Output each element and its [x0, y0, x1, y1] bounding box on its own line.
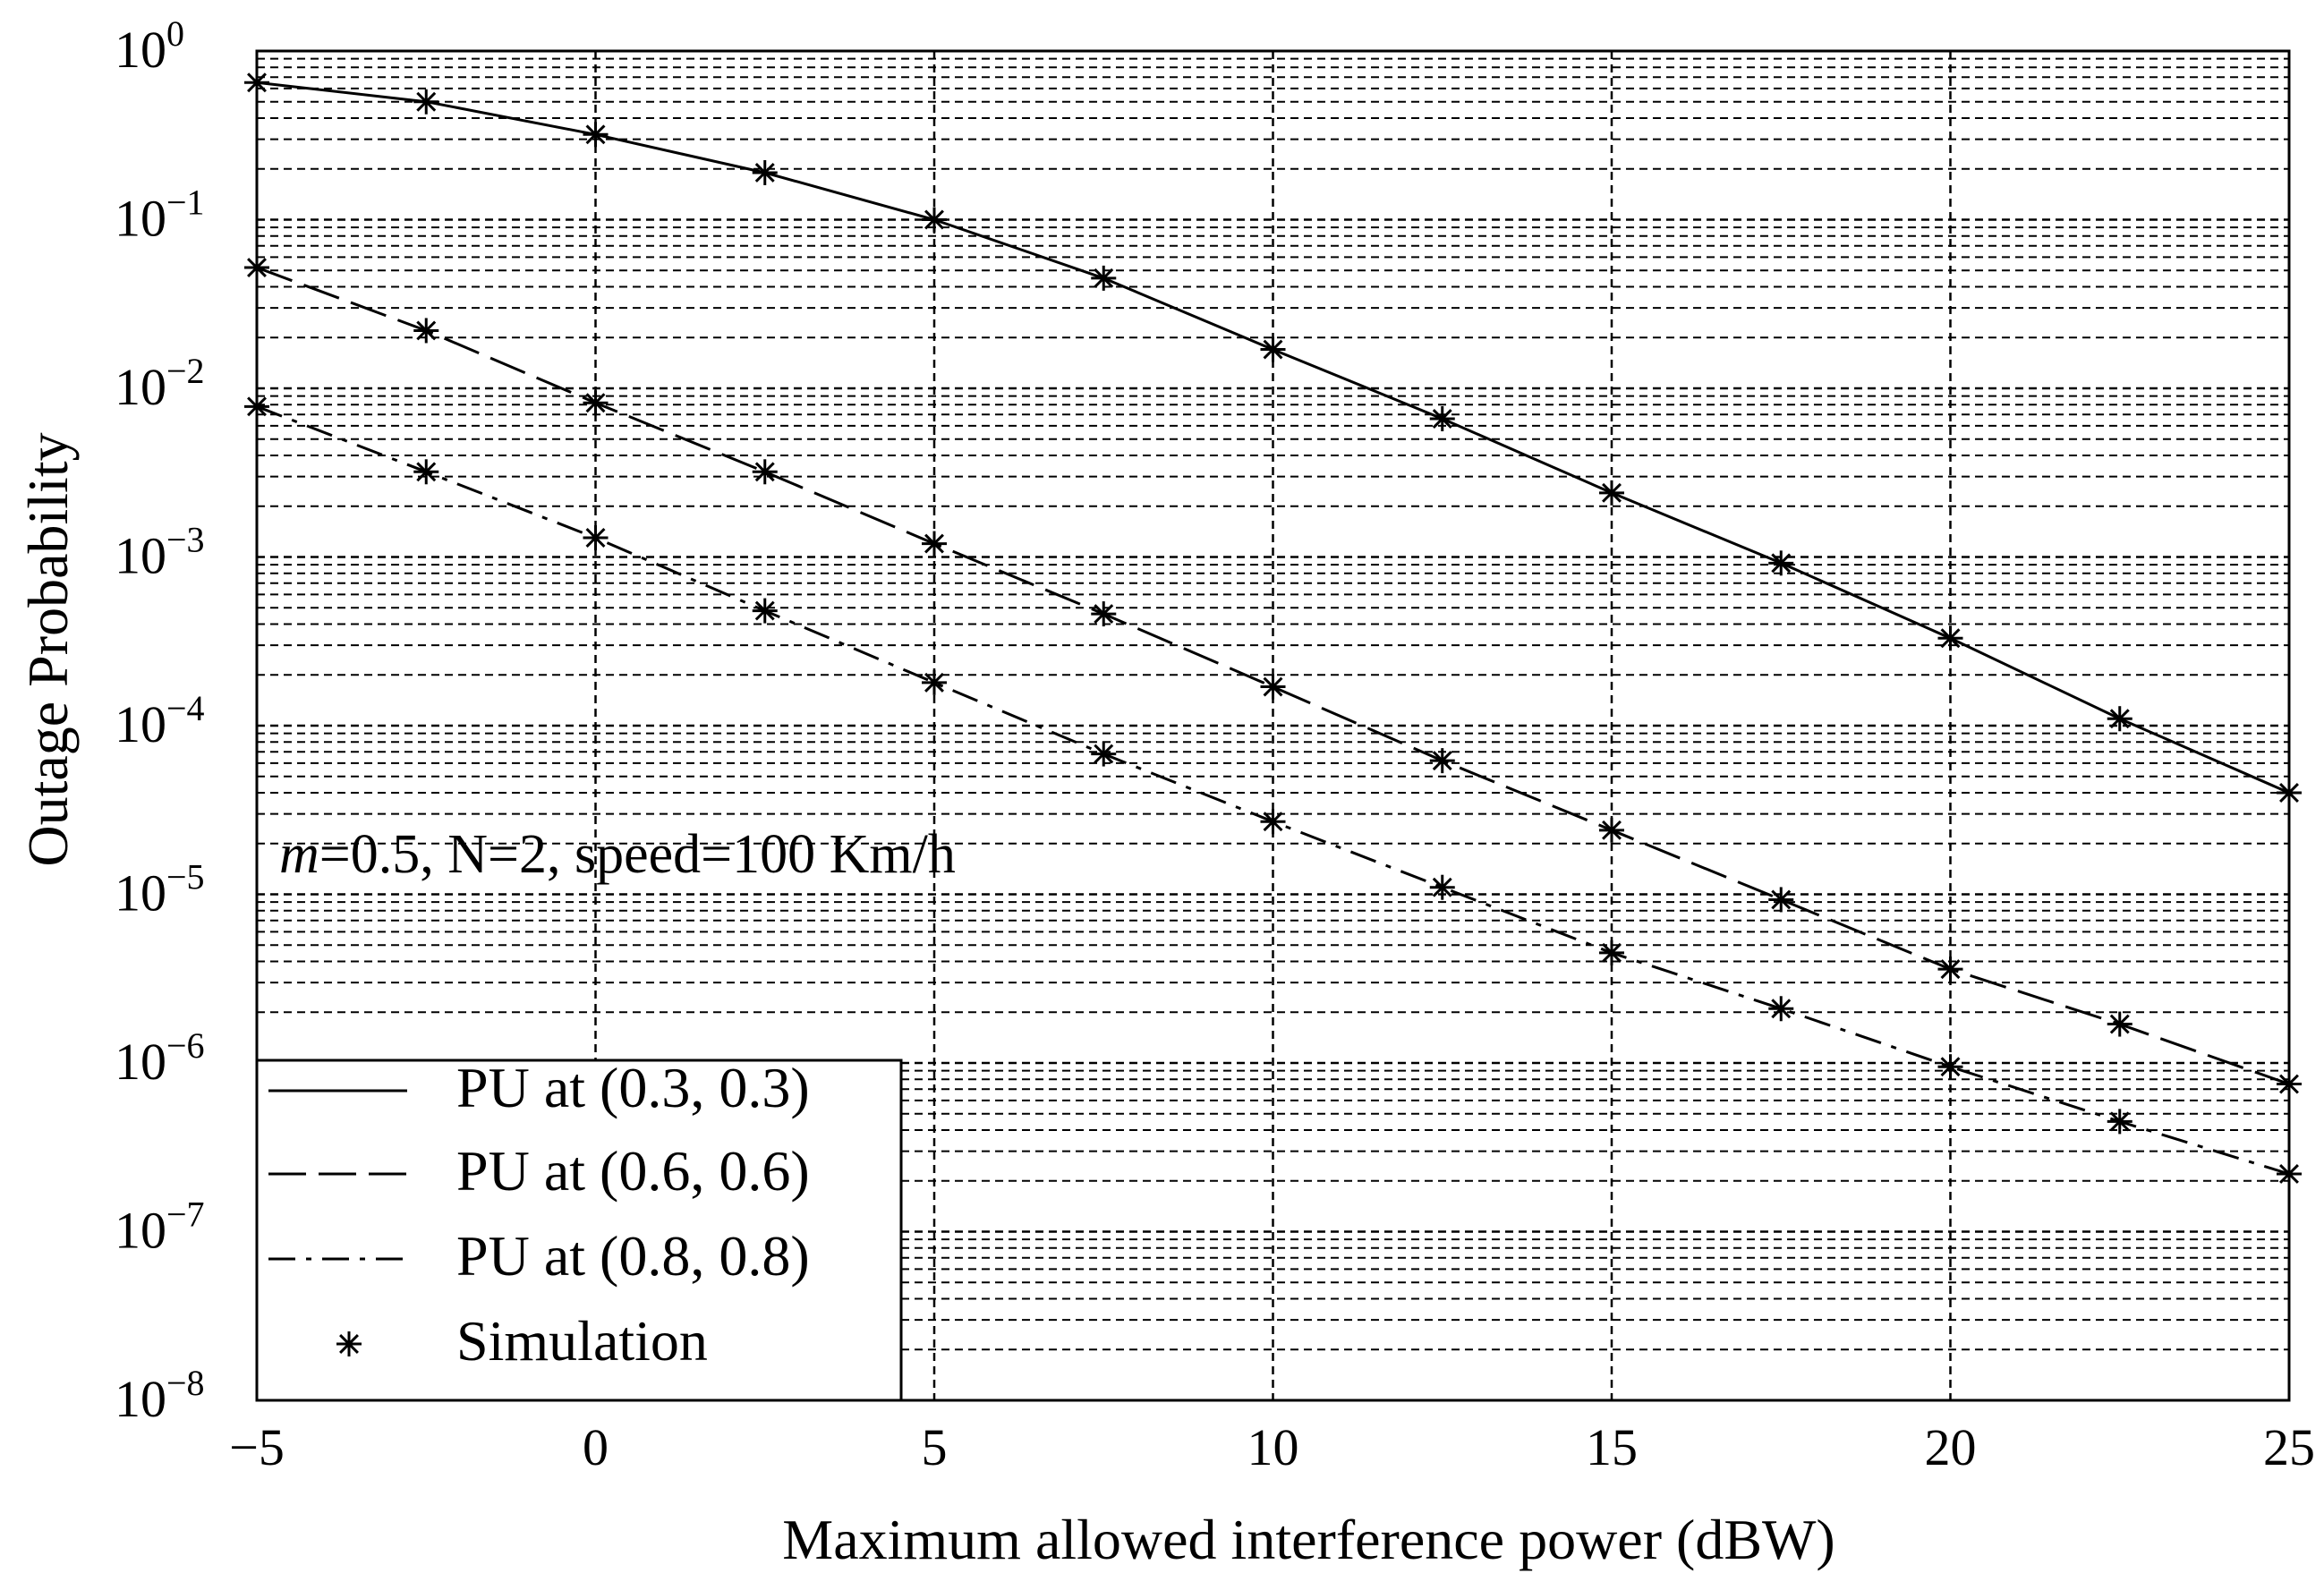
simulation-marker — [1937, 625, 1963, 651]
simulation-marker — [922, 207, 947, 233]
simulation-marker — [413, 459, 439, 485]
simulation-marker — [1937, 957, 1963, 982]
simulation-marker — [1768, 550, 1794, 576]
legend-label: PU at (0.3, 0.3) — [456, 1056, 810, 1119]
simulation-marker — [1937, 1054, 1963, 1080]
simulation-marker — [2107, 1109, 2132, 1135]
y-tick-label: 10−2 — [115, 351, 205, 416]
simulation-marker — [413, 318, 439, 344]
y-tick-label: 10−8 — [115, 1363, 205, 1428]
simulation-marker — [2107, 1011, 2132, 1037]
y-tick-label: 10−4 — [115, 688, 205, 753]
y-tick-label: 10−6 — [115, 1025, 205, 1091]
x-axis-label: Maximum allowed interference power (dBW) — [782, 1508, 1835, 1571]
x-tick-label: 20 — [1925, 1418, 1977, 1476]
x-tick-label: 10 — [1247, 1418, 1299, 1476]
x-tick-label: 5 — [922, 1418, 948, 1476]
simulation-marker — [583, 390, 609, 416]
simulation-marker — [2107, 706, 2132, 732]
legend-simulation-marker — [336, 1331, 362, 1356]
y-tick-label: 10−3 — [115, 520, 205, 585]
simulation-marker — [413, 89, 439, 115]
parameter-annotation: m=0.5, N=2, speed=100 Km/h — [279, 824, 956, 885]
simulation-marker — [752, 598, 778, 624]
simulation-marker — [922, 669, 947, 695]
simulation-marker — [1260, 336, 1286, 362]
y-tick-label: 10−1 — [115, 183, 205, 248]
legend-label: PU at (0.6, 0.6) — [456, 1139, 810, 1203]
simulation-marker — [1429, 406, 1455, 432]
x-tick-label: 15 — [1586, 1418, 1638, 1476]
simulation-marker — [922, 531, 947, 557]
legend-box — [255, 1059, 903, 1402]
y-tick-labels: 100 10−1 10−2 10−3 10−4 10−5 10−6 10−7 10−8 — [115, 13, 205, 1428]
y-tick-label: 100 — [115, 13, 184, 79]
x-tick-labels: −5 0 5 10 15 20 25 — [229, 1418, 2315, 1476]
annotation-text: =0.5, N=2, speed=100 Km/h — [319, 824, 956, 885]
x-tick-label: −5 — [229, 1418, 285, 1476]
simulation-markers — [244, 70, 2302, 1186]
simulation-marker — [1260, 674, 1286, 700]
y-axis-label: Outage Probability — [16, 432, 80, 866]
annotation-variable: m — [279, 824, 319, 885]
simulation-marker — [752, 459, 778, 485]
simulation-marker — [1429, 874, 1455, 900]
simulation-marker — [752, 159, 778, 185]
y-tick-label: 10−7 — [115, 1195, 205, 1260]
simulation-marker — [1599, 480, 1624, 506]
simulation-marker — [583, 525, 609, 551]
legend: PU at (0.3, 0.3) PU at (0.6, 0.6) PU at (0… — [255, 1056, 903, 1402]
x-tick-label: 0 — [583, 1418, 609, 1476]
simulation-marker — [1768, 887, 1794, 913]
simulation-marker — [1768, 996, 1794, 1022]
simulation-marker — [1091, 265, 1117, 291]
simulation-marker — [1091, 601, 1117, 627]
simulation-marker — [583, 122, 609, 148]
simulation-marker — [1260, 809, 1286, 835]
y-tick-label: 10−5 — [115, 857, 205, 923]
simulation-marker — [1429, 748, 1455, 774]
simulation-marker — [1599, 817, 1624, 843]
plot-frame — [255, 49, 2291, 1402]
legend-label: PU at (0.8, 0.8) — [456, 1224, 810, 1288]
x-tick-label: 25 — [2263, 1418, 2315, 1476]
simulation-marker — [1091, 741, 1117, 767]
legend-label-simulation: Simulation — [456, 1309, 708, 1373]
simulation-marker — [1599, 940, 1624, 965]
